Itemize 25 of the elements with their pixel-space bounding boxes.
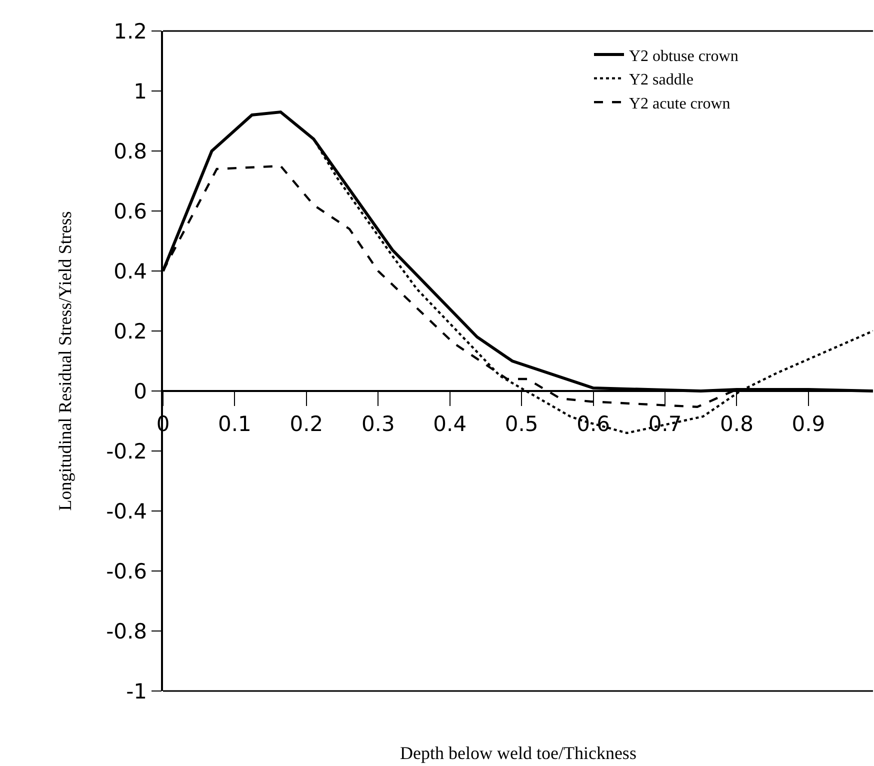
y-tick-label: 0.2 bbox=[114, 319, 148, 344]
y-tick-label: 0.6 bbox=[114, 199, 148, 224]
legend-label: Y2 obtuse crown bbox=[629, 48, 738, 65]
y-tick-label: 0.4 bbox=[114, 259, 148, 284]
x-tick-label: 0.7 bbox=[648, 412, 682, 436]
y-tick-label: 1.2 bbox=[114, 19, 148, 44]
y-tick-label: 1 bbox=[134, 79, 148, 104]
y-axis-title: Longitudinal Residual Stress/Yield Stress bbox=[54, 211, 75, 511]
y-tick-label: -0.2 bbox=[106, 439, 148, 464]
legend-label: Y2 acute crown bbox=[629, 95, 730, 112]
legend-label: Y2 saddle bbox=[629, 72, 694, 89]
y-tick-label: 0.8 bbox=[114, 139, 148, 164]
y-tick-label: -0.6 bbox=[106, 559, 148, 584]
x-tick-label: 0.5 bbox=[504, 412, 538, 436]
x-tick-label: 0.8 bbox=[720, 412, 754, 436]
x-tick-label: 0.9 bbox=[792, 412, 826, 436]
x-tick-label: 0.2 bbox=[290, 412, 324, 436]
y-tick-label: 0 bbox=[134, 379, 148, 404]
x-tick-label: 0.3 bbox=[361, 412, 395, 436]
x-axis-title: Depth below weld toe/Thickness bbox=[400, 743, 636, 763]
y-tick-label: -0.4 bbox=[106, 499, 148, 524]
x-tick-label: 0.1 bbox=[218, 412, 252, 436]
y-tick-label: -0.8 bbox=[106, 619, 148, 644]
y-tick-label: -1 bbox=[126, 679, 148, 704]
x-tick-label: 0.4 bbox=[433, 412, 467, 436]
